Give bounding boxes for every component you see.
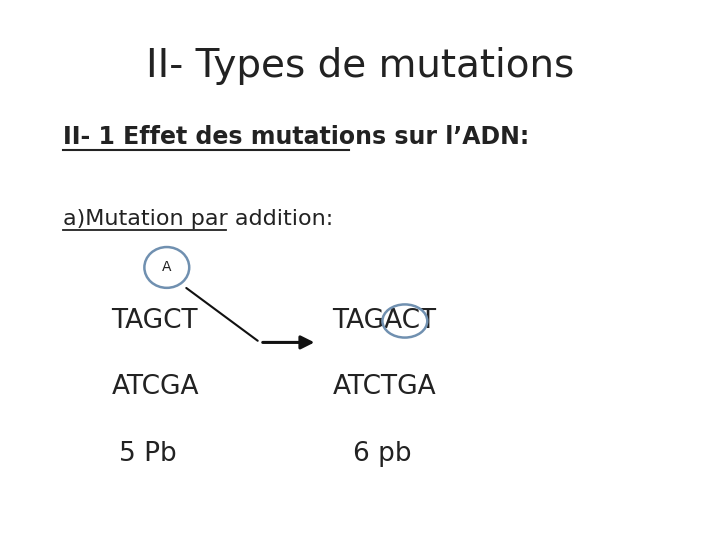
Text: II- Types de mutations: II- Types de mutations xyxy=(146,47,574,85)
Text: 6 pb: 6 pb xyxy=(353,441,412,467)
Text: TAGCT: TAGCT xyxy=(112,308,198,334)
Text: II- 1 Effet des mutations sur l’ADN:: II- 1 Effet des mutations sur l’ADN: xyxy=(63,125,529,150)
Ellipse shape xyxy=(145,247,189,288)
Text: a)Mutation par addition:: a)Mutation par addition: xyxy=(63,209,333,229)
Text: A: A xyxy=(162,260,171,274)
Text: 5 Pb: 5 Pb xyxy=(119,441,176,467)
Text: ATCGA: ATCGA xyxy=(112,374,199,400)
Text: TAGACT: TAGACT xyxy=(333,308,436,334)
Text: ATCTGA: ATCTGA xyxy=(333,374,436,400)
